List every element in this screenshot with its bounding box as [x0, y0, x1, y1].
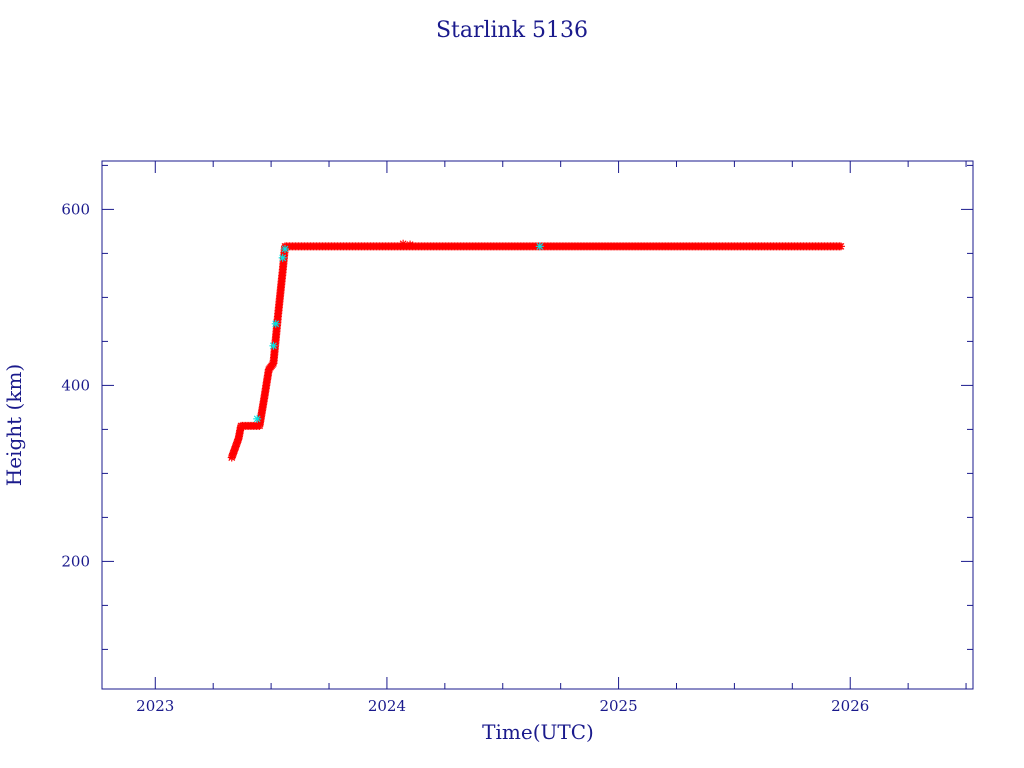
- series-0-extra-point-1: [406, 240, 415, 249]
- series-0-extra-point-0-stroke: [399, 240, 407, 248]
- x-tick-label-2026: 2026: [831, 697, 869, 715]
- tick-labels: 2023 2024 2025 2026 200 400 600: [61, 200, 869, 715]
- series-1-extra-point-3: [278, 253, 287, 262]
- series-1-extra-point-1: [269, 341, 278, 350]
- series-0-point-525: [836, 242, 845, 251]
- series-1-extra-point-5-stroke: [536, 242, 544, 250]
- series-1-extra-point-3-stroke: [279, 254, 287, 262]
- chart-title: Starlink 5136: [436, 18, 588, 43]
- series-1-extra-point-1-stroke: [270, 342, 277, 350]
- series-0-point-525-stroke: [837, 242, 845, 250]
- series-1-extra-point-4-stroke: [281, 245, 289, 253]
- series-1-extra-point-5: [535, 242, 544, 251]
- x-tick-label-2024: 2024: [368, 697, 406, 715]
- x-tick-label-2025: 2025: [599, 697, 637, 715]
- y-axis-label: Height (km): [2, 364, 26, 486]
- series-1-extra-point-2-stroke: [272, 320, 280, 328]
- y-tick-label-200: 200: [61, 552, 90, 570]
- series-1-extra-point-0: [253, 414, 262, 423]
- plot-frame: [101, 160, 974, 690]
- y-tick-label-600: 600: [61, 200, 90, 218]
- series-1-extra-point-4: [281, 245, 290, 253]
- series-1-extra-point-0-stroke: [253, 415, 261, 423]
- series-layer: [227, 239, 845, 462]
- series-0-extra-point-0: [399, 239, 408, 248]
- y-tick-label-400: 400: [61, 376, 90, 394]
- axes-ticks: [102, 161, 973, 689]
- series-1-extra-point-2: [271, 319, 280, 328]
- x-axis-label: Time(UTC): [482, 720, 594, 744]
- series-0-extra-point-1-stroke: [406, 241, 414, 248]
- x-tick-label-2023: 2023: [136, 697, 174, 715]
